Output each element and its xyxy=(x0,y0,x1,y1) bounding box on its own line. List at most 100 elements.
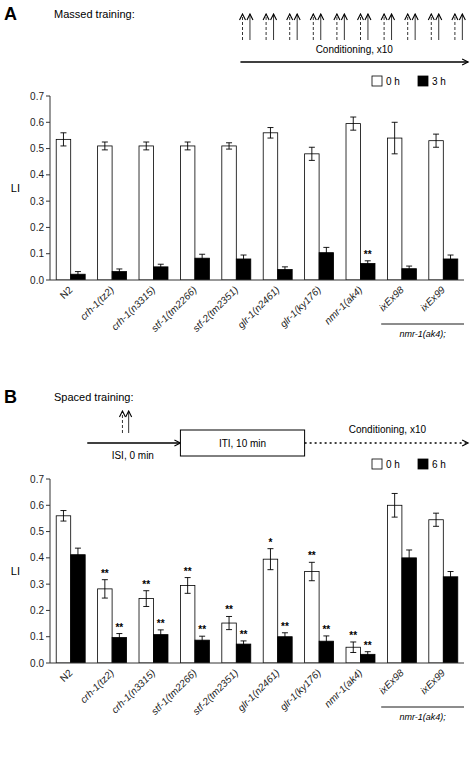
stimulus-arrow xyxy=(336,14,337,40)
error-bar xyxy=(199,636,205,644)
bar xyxy=(263,133,277,280)
y-tick-label: 0.4 xyxy=(30,169,44,180)
error-bar xyxy=(323,247,329,258)
y-tick-label: 0.2 xyxy=(30,222,44,233)
bar xyxy=(180,146,194,280)
significance-markers: *************************** xyxy=(101,537,372,651)
y-tick xyxy=(46,122,50,123)
error-bar xyxy=(323,636,329,647)
x-tick-label: crh-1(tz2) xyxy=(78,284,116,322)
y-axis-line xyxy=(50,96,51,280)
y-axis-label: LI xyxy=(11,565,20,577)
plot-area xyxy=(56,117,458,280)
error-bar xyxy=(282,633,288,641)
plot-area xyxy=(56,493,458,663)
significance-marker: ** xyxy=(281,621,289,632)
significance-marker: ** xyxy=(349,630,357,641)
y-tick-label: 0.4 xyxy=(30,552,44,563)
stimulus-arrow xyxy=(391,14,392,40)
stimulus-arrow xyxy=(438,14,439,40)
bar xyxy=(429,141,443,280)
stimulus-arrow xyxy=(360,14,361,40)
bar xyxy=(98,589,112,663)
significance-marker: ** xyxy=(240,629,248,640)
significance-markers: ** xyxy=(364,249,372,260)
y-tick xyxy=(46,227,50,228)
annotation: Conditioning, x10 xyxy=(316,44,394,55)
error-bar xyxy=(267,549,273,570)
error-bar xyxy=(365,652,371,657)
error-bar xyxy=(365,261,371,266)
bar xyxy=(346,124,360,280)
y-tick-label: 0.1 xyxy=(30,248,44,259)
y-tick-label: 0.5 xyxy=(30,143,44,154)
error-bar xyxy=(102,142,108,150)
y-tick xyxy=(46,148,50,149)
significance-marker: ** xyxy=(364,249,372,260)
stimulus-arrow xyxy=(431,14,432,40)
title: Massed training: xyxy=(54,8,135,20)
annotation: ITI, 10 min xyxy=(219,438,266,449)
y-tick-label: 0.2 xyxy=(30,605,44,616)
significance-marker: ** xyxy=(101,568,109,579)
error-bar xyxy=(143,142,149,150)
stimulus-arrow xyxy=(367,14,368,40)
x-tick-label: N2 xyxy=(58,284,75,301)
significance-marker: ** xyxy=(198,624,206,635)
y-tick xyxy=(46,505,50,506)
y-tick-label: 0.0 xyxy=(30,658,44,669)
y-tick-label: 0.6 xyxy=(30,500,44,511)
error-bar xyxy=(350,117,356,130)
error-bar xyxy=(75,548,81,561)
stimulus-arrow xyxy=(344,14,345,40)
bar xyxy=(387,138,401,280)
stimulus-arrow xyxy=(128,411,129,433)
error-bar xyxy=(309,562,315,580)
x-tick-label: nmr-1(ak4) xyxy=(322,284,364,326)
x-tick-label: glr-1(ky176) xyxy=(278,667,323,712)
error-bar xyxy=(392,493,398,517)
x-tick-label: ixEx99 xyxy=(418,284,447,313)
x-tick-label: glr-1(n2461) xyxy=(235,284,281,330)
bar xyxy=(263,559,277,663)
bar xyxy=(56,139,70,280)
y-tick xyxy=(46,557,50,558)
x-tick-label: ixEx99 xyxy=(418,667,447,696)
x-axis-line xyxy=(50,663,464,664)
error-bar xyxy=(116,634,122,642)
panel: AMassed training:Conditioning, x100.00.1… xyxy=(4,4,468,339)
legend: 0 h3 h xyxy=(372,76,446,87)
conditioning-arrow xyxy=(305,442,469,444)
annotation: ISI, 0 min xyxy=(112,450,154,461)
bar xyxy=(180,585,194,663)
error-bar xyxy=(309,147,315,160)
bar xyxy=(402,558,416,663)
y-tick-label: 0.6 xyxy=(30,117,44,128)
x-tick-label: ixEx98 xyxy=(377,667,406,696)
error-bar xyxy=(448,255,454,263)
panel: BSpaced training:ISI, 0 minITI, 10 minCo… xyxy=(4,387,468,722)
significance-marker: ** xyxy=(184,566,192,577)
stimulus-arrow xyxy=(313,14,314,40)
y-tick-label: 0.7 xyxy=(30,474,44,485)
bar xyxy=(222,146,236,280)
y-axis: 0.00.10.20.30.40.50.60.7LI xyxy=(11,474,50,669)
stimulus-arrow xyxy=(273,14,274,40)
x-tick-label: N2 xyxy=(58,667,75,684)
error-bar xyxy=(267,128,273,139)
iti-box xyxy=(180,430,304,456)
x-tick-label: glr-1(ky176) xyxy=(278,284,323,329)
annotation: nmr-1(ak4); xyxy=(399,329,446,339)
y-tick xyxy=(46,663,50,664)
error-bar xyxy=(60,511,66,522)
y-tick xyxy=(46,584,50,585)
error-bar xyxy=(241,641,247,647)
legend-swatch xyxy=(372,76,382,86)
bar xyxy=(305,572,319,663)
stimulus-arrow xyxy=(289,14,290,40)
significance-marker: ** xyxy=(115,622,123,633)
significance-marker: ** xyxy=(308,550,316,561)
y-tick-label: 0.1 xyxy=(30,631,44,642)
error-bar xyxy=(143,591,149,607)
error-bar xyxy=(60,133,66,146)
